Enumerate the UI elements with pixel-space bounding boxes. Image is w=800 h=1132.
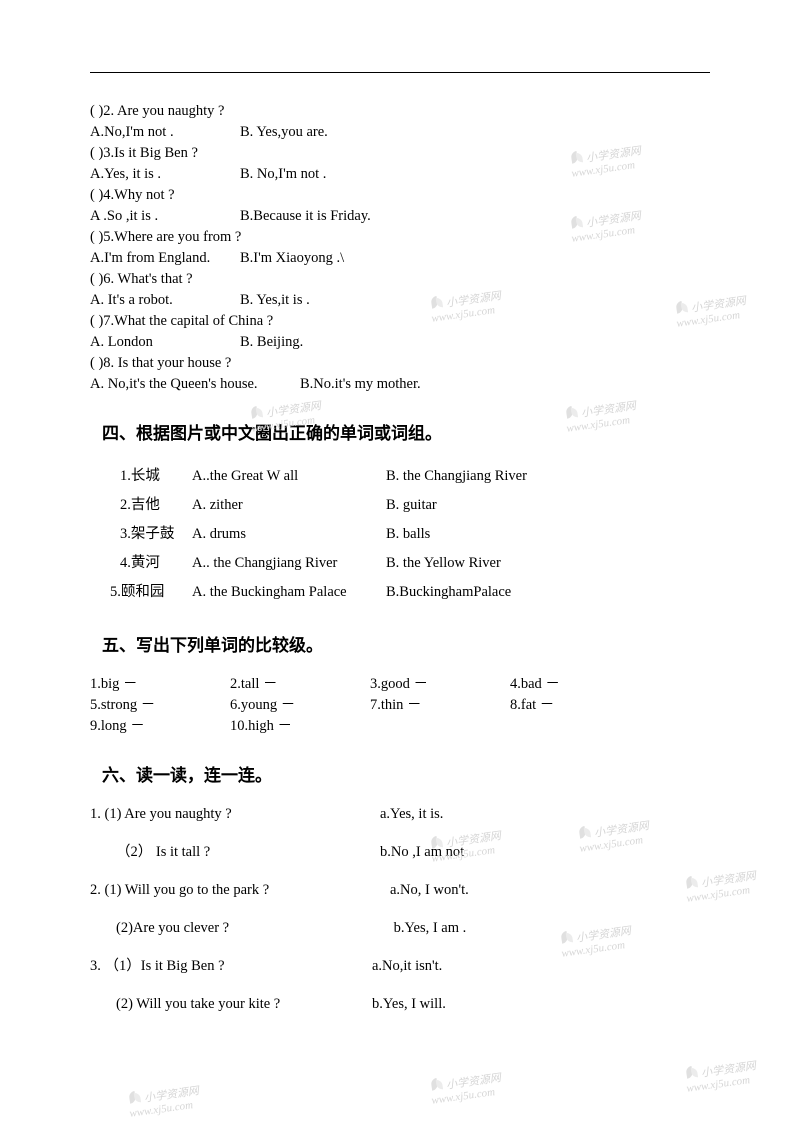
q7-a: A. London — [90, 332, 240, 353]
s6-a: b.No ,I am not — [380, 844, 464, 860]
section5-title: 五、写出下列单词的比较级。 — [102, 631, 710, 656]
leaf-icon — [429, 1077, 445, 1093]
s5-c: 2.tall － — [230, 674, 370, 695]
leaf-icon — [127, 1090, 143, 1106]
q4-answers: A .So ,it is .B.Because it is Friday. — [90, 206, 710, 227]
s5-c: 6.young － — [230, 695, 370, 716]
watermark: 小学资源网www.xj5u.com — [683, 1055, 758, 1095]
q2-a: A.No,I'm not . — [90, 122, 240, 143]
s6-row: （2） Is it tall ?b.No ,I am not — [90, 842, 710, 862]
s6-q: (2) Will you take your kite ? — [116, 994, 372, 1014]
s5-c: 4.bad － — [510, 674, 650, 695]
s5-c: 7.thin － — [370, 695, 510, 716]
q8-stem: ( )8. Is that your house ? — [90, 353, 710, 374]
s5-row: 5.strong －6.young －7.thin －8.fat － — [90, 695, 710, 716]
s4-row: 3.架子鼓A. drumsB. balls — [90, 520, 710, 549]
s5-row: 1.big －2.tall －3.good －4.bad － — [90, 674, 710, 695]
s4-num: 3.架子鼓 — [90, 520, 192, 549]
q5-a: A.I'm from England. — [90, 248, 240, 269]
s4-a: A.. the Changjiang River — [192, 549, 386, 578]
s4-b: B. the Changjiang River — [386, 462, 527, 491]
q5-b: B.I'm Xiaoyong .\ — [240, 250, 344, 266]
s6-q: 3. （1）Is it Big Ben ? — [90, 956, 372, 976]
s4-row: 2.吉他A. zitherB. guitar — [90, 491, 710, 520]
section4-title: 四、根据图片或中文圈出正确的单词或词组。 — [102, 419, 710, 444]
s6-row: (2) Will you take your kite ?b.Yes, I wi… — [90, 994, 710, 1014]
q8-answers: A. No,it's the Queen's house.B.No.it's m… — [90, 374, 710, 395]
q2-answers: A.No,I'm not .B. Yes,you are. — [90, 122, 710, 143]
q3-a: A.Yes, it is . — [90, 164, 240, 185]
q7-answers: A. LondonB. Beijing. — [90, 332, 710, 353]
q2-stem: ( )2. Are you naughty ? — [90, 101, 710, 122]
q2-b: B. Yes,you are. — [240, 124, 328, 140]
section6-title: 六、读一读，连一连。 — [102, 761, 710, 786]
watermark: 小学资源网www.xj5u.com — [126, 1080, 201, 1120]
q6-b: B. Yes,it is . — [240, 292, 310, 308]
q8-b: B.No.it's my mother. — [300, 376, 421, 392]
q3-stem: ( )3.Is it Big Ben ? — [90, 143, 710, 164]
s6-a: a.No, I won't. — [390, 882, 469, 898]
q6-stem: ( )6. What's that ? — [90, 269, 710, 290]
s4-b: B. balls — [386, 520, 430, 549]
s6-a: b.Yes, I will. — [372, 996, 446, 1012]
q3-b: B. No,I'm not . — [240, 166, 326, 182]
s5-c: 5.strong － — [90, 695, 230, 716]
s5-row: 9.long －10.high － — [90, 716, 710, 737]
q5-answers: A.I'm from England.B.I'm Xiaoyong .\ — [90, 248, 710, 269]
s5-c: 3.good － — [370, 674, 510, 695]
leaf-icon — [684, 1065, 700, 1081]
s4-a: A. drums — [192, 520, 386, 549]
s4-row: 4.黄河A.. the Changjiang River B. the Yell… — [90, 549, 710, 578]
s6-row: 2. (1) Will you go to the park ?a.No, I … — [90, 880, 710, 900]
q7-stem: ( )7.What the capital of China ? — [90, 311, 710, 332]
s4-num: 1.长城 — [90, 462, 192, 491]
s6-q: 1. (1) Are you naughty ? — [90, 804, 380, 824]
top-rule — [90, 72, 710, 73]
s4-a: A. zither — [192, 491, 386, 520]
s4-a: A..the Great W all — [192, 462, 386, 491]
s4-row: 5.颐和园A. the Buckingham PalaceB.Buckingha… — [90, 578, 710, 607]
s6-q: (2)Are you clever ? — [116, 918, 390, 938]
s4-b: B. the Yellow River — [386, 549, 501, 578]
s4-num: 4.黄河 — [90, 549, 192, 578]
s4-num: 2.吉他 — [90, 491, 192, 520]
s5-c: 10.high － — [230, 716, 370, 737]
q4-a: A .So ,it is . — [90, 206, 240, 227]
q4-b: B.Because it is Friday. — [240, 208, 371, 224]
watermark: 小学资源网www.xj5u.com — [428, 1067, 503, 1107]
q5-stem: ( )5.Where are you from ? — [90, 227, 710, 248]
s6-row: 3. （1）Is it Big Ben ?a.No,it isn't. — [90, 956, 710, 976]
s5-c: 8.fat － — [510, 695, 650, 716]
q7-b: B. Beijing. — [240, 334, 303, 350]
q6-a: A. It's a robot. — [90, 290, 240, 311]
s6-q: （2） Is it tall ? — [116, 842, 380, 862]
q8-a: A. No,it's the Queen's house. — [90, 374, 300, 395]
s6-a: b.Yes, I am . — [390, 920, 466, 936]
leaf-icon — [577, 825, 593, 841]
s5-c: 9.long － — [90, 716, 230, 737]
q6-answers: A. It's a robot.B. Yes,it is . — [90, 290, 710, 311]
s4-b: B.BuckinghamPalace — [386, 578, 511, 607]
q3-answers: A.Yes, it is .B. No,I'm not . — [90, 164, 710, 185]
s6-a: a.Yes, it is. — [380, 806, 443, 822]
s4-num: 5.颐和园 — [90, 578, 192, 607]
s5-c: 1.big － — [90, 674, 230, 695]
s4-a: A. the Buckingham Palace — [192, 578, 386, 607]
s6-q: 2. (1) Will you go to the park ? — [90, 880, 390, 900]
s6-a: a.No,it isn't. — [372, 958, 442, 974]
s6-row: (2)Are you clever ? b.Yes, I am . — [90, 918, 710, 938]
s4-row: 1.长城A..the Great W allB. the Changjiang … — [90, 462, 710, 491]
s6-row: 1. (1) Are you naughty ?a.Yes, it is. — [90, 804, 710, 824]
page: 小学资源网www.xj5u.com 小学资源网www.xj5u.com 小学资源… — [0, 0, 800, 1132]
s4-b: B. guitar — [386, 491, 437, 520]
q4-stem: ( )4.Why not ? — [90, 185, 710, 206]
